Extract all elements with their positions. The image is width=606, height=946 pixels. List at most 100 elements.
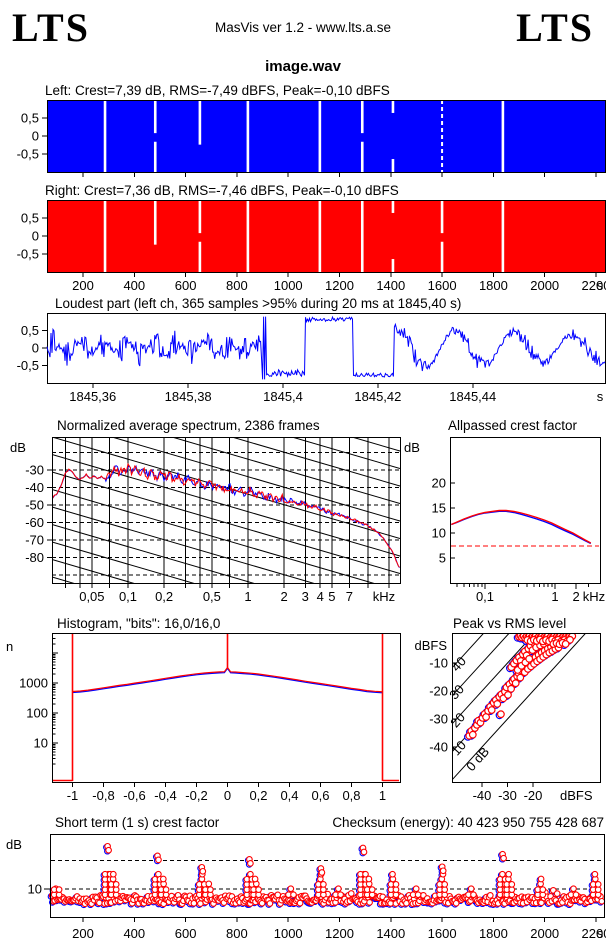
chart-histogram: Histogram, "bits": 16,0/16,0n100010010-1… [6,616,401,803]
peak-vs-rms-title: Peak vs RMS level [453,616,566,631]
y-tick-label: 0 [32,341,39,356]
checksum-label: Checksum (energy): 40 423 950 755 428 68… [332,815,604,830]
y-axis-unit: dBFS [414,638,447,653]
chart-average-spectrum: Normalized average spectrum, 2386 frames… [10,418,420,604]
y-tick-label: 10 [432,526,446,541]
right-channel-crest-curve [451,509,592,544]
chart-wave-right: Right: Crest=7,36 dB, RMS=-7,46 dBFS, Pe… [17,183,606,293]
y-axis-unit-left: dB [10,440,26,455]
x-tick-label: 1800 [479,926,508,941]
x-tick-label: 0,8 [342,788,360,803]
x-tick-label: 1845,44 [449,389,496,404]
diagonal-crest-label: 40 [448,654,469,675]
y-tick-label: -60 [25,515,44,530]
chart-wave-left: Left: Crest=7,39 dB, RMS=-7,49 dBFS, Pea… [17,83,606,177]
x-tick-label: 2 [572,589,579,604]
x-tick-label: 1800 [479,278,508,293]
track-gap [318,200,322,272]
y-tick-label: 0,5 [21,211,39,226]
x-tick-label: 1 [244,589,251,604]
x-tick-label: -0,8 [92,788,114,803]
x-tick-label: -0,4 [154,788,176,803]
lts-logo-right: LTS [516,5,594,50]
x-tick-label: 1600 [428,926,457,941]
y-tick-label: -0,5 [17,358,39,373]
y-tick-label: -20 [429,684,448,699]
x-tick-label: 2 [281,589,288,604]
x-tick-label: 800 [226,926,248,941]
track-gap [103,200,107,272]
x-tick-label: 600 [175,278,197,293]
x-tick-label: -40 [473,788,492,803]
x-tick-label: 400 [123,926,145,941]
x-tick-label: -20 [524,788,543,803]
x-tick-label: 0 [224,788,231,803]
x-tick-label: 1845,38 [165,389,212,404]
right-channel-points [465,633,577,740]
axes-frame [52,633,401,783]
short-term-title: Short term (1 s) crest factor [55,815,220,830]
x-tick-label: 2000 [530,926,559,941]
y-tick-label: -0,5 [17,147,39,162]
y-tick-label: 0 [32,129,39,144]
y-tick-label: -80 [25,550,44,565]
x-axis-unit: kHz [583,589,605,604]
x-tick-label: 0,2 [249,788,267,803]
y-axis-unit: dB [6,837,22,852]
x-tick-label: 200 [72,278,94,293]
track-gap [198,100,202,145]
allpassed-title: Allpassed crest factor [448,418,578,433]
x-tick-label: 2200 [582,926,606,941]
loudest-part-waveform [46,315,606,380]
x-axis-unit: s [597,926,604,941]
diagonal-crest-label: 20 [447,710,468,731]
track-gap [360,200,364,272]
x-tick-label: 1845,42 [354,389,401,404]
histogram-title: Histogram, "bits": 16,0/16,0 [57,616,220,631]
x-tick-label: 0,05 [79,589,104,604]
x-tick-label: 1845,4 [263,389,303,404]
y-tick-label: -30 [429,712,448,727]
analyzed-file-title: image.wav [265,58,341,75]
chart-loudest-part: Loudest part (left ch, 365 samples >95% … [17,296,606,404]
track-gap [391,200,395,213]
y-tick-label: -30 [25,463,44,478]
x-tick-label: 1200 [325,926,354,941]
track-gap [198,200,202,234]
chart-allpassed-crest: Allpassed crest factor 20 15 10 5 0,1 1 2 kHz [432,418,606,604]
track-gap [318,100,322,172]
app-version-info: MasVis ver 1.2 - www.lts.a.se [214,20,392,35]
x-tick-label: 5 [328,589,335,604]
left-channel-histogram-curve [72,667,383,694]
left-channel-waveform-block [47,100,605,172]
chart-short-term-crest: Short term (1 s) crest factor Checksum (e… [6,815,606,941]
track-gap [501,200,505,272]
axes-frame [50,834,605,918]
x-tick-label: 1400 [376,926,405,941]
loudest-part-title: Loudest part (left ch, 365 samples >95% … [55,296,461,311]
x-tick-label: 800 [226,278,248,293]
x-tick-label: 0,5 [203,589,221,604]
diagonal-crest-label: 10 [448,738,469,759]
x-axis-unit: s [597,389,604,404]
diagonal-crest-label: 30 [446,682,467,703]
x-tick-label: 200 [72,926,94,941]
x-axis-unit: s [597,278,604,293]
x-tick-label: -1 [67,788,79,803]
wave-right-stats-title: Right: Crest=7,36 dB, RMS=-7,46 dBFS, Pe… [45,183,399,198]
track-gap [391,259,395,272]
x-tick-label: 1000 [274,926,303,941]
x-tick-label: 1000 [274,278,303,293]
x-tick-label: 1 [379,788,386,803]
x-tick-label: 2000 [530,278,559,293]
y-tick-label: -70 [25,533,44,548]
y-tick-label: -50 [25,498,44,513]
axes-frame [47,313,606,384]
right-channel-spectrum-curve [52,462,400,568]
x-tick-label: 1845,36 [69,389,116,404]
track-gap [440,200,444,234]
track-gap [501,100,505,172]
track-gap [360,100,364,134]
spectrum-title: Normalized average spectrum, 2386 frames [57,418,320,433]
